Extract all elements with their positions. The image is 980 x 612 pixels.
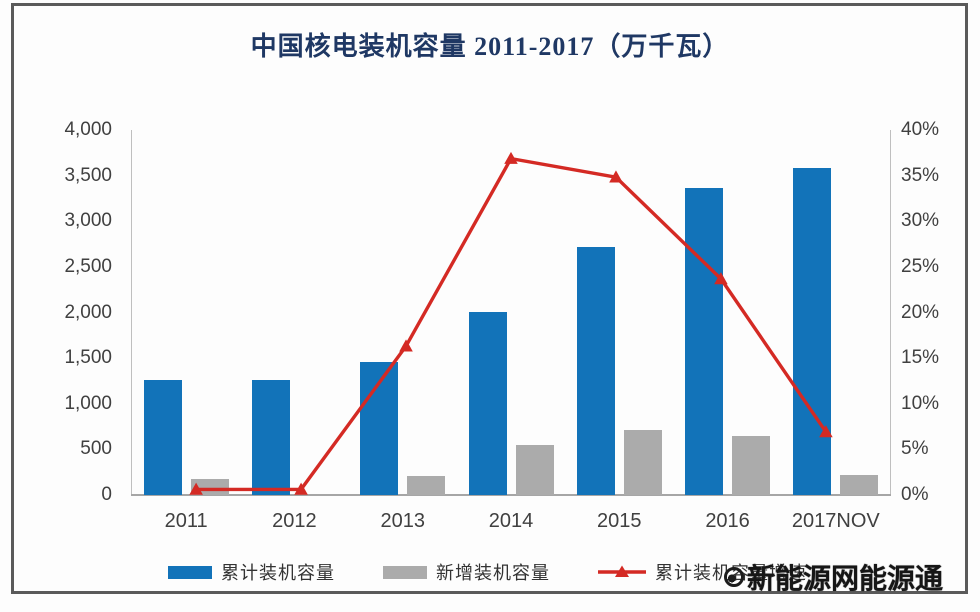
x-axis-label: 2014 (488, 510, 534, 532)
x-axis-label: 2012 (272, 510, 317, 532)
x-axis-label: 2015 (597, 510, 642, 532)
bar-new-2017NOV (840, 475, 879, 495)
left-axis-tick: 2,000 (64, 301, 112, 323)
bar-cumulative-2012 (251, 380, 290, 495)
bar-new-2014 (515, 445, 554, 495)
legend-item-new: 新增装机容量 (383, 562, 550, 583)
bar-cumulative-2015 (576, 247, 615, 495)
growth-marker-2012 (294, 482, 308, 495)
right-axis-tick: 40% (901, 119, 940, 140)
growth-marker-2017NOV (819, 425, 833, 438)
bar-new-2013 (407, 476, 446, 495)
watermark-logo-icon (724, 567, 744, 587)
legend-swatch-icon (383, 565, 427, 579)
right-axis-tick: 10% (901, 392, 940, 414)
growth-marker-2016 (714, 272, 728, 285)
left-axis-tick: 4,000 (64, 119, 112, 140)
growth-marker-2014 (504, 151, 518, 164)
growth-line (196, 156, 828, 492)
left-axis-tick: 1,500 (64, 347, 112, 369)
x-axis-line (131, 494, 891, 496)
bar-new-2016 (732, 436, 771, 495)
legend-label: 新增装机容量 (436, 563, 550, 583)
right-axis-tick: 25% (901, 255, 940, 277)
right-axis-tick: 5% (901, 438, 929, 460)
bar-cumulative-2011 (143, 380, 182, 495)
right-axis-tick: 35% (901, 164, 940, 186)
growth-line-layer (189, 151, 833, 495)
left-axis-tick: 0 (101, 484, 112, 505)
legend-label: 累计装机容量 (221, 563, 335, 583)
x-axis-label: 2011 (164, 510, 208, 532)
right-axis-tick: 15% (901, 347, 940, 369)
bar-cumulative-2014 (468, 311, 507, 495)
left-axis-tick: 3,000 (64, 210, 112, 232)
bar-cumulative-2017NOV (793, 168, 832, 495)
bar-new-2015 (623, 430, 662, 495)
left-axis-tick: 3,500 (64, 164, 112, 186)
growth-marker-2011 (189, 482, 203, 495)
left-axis-tick: 2,500 (64, 255, 112, 277)
growth-marker-2013 (399, 339, 413, 352)
watermark-text: 新能源网能源通 (747, 563, 944, 594)
x-axis-label: 2016 (705, 510, 750, 532)
x-axis-label: 2017NOV (791, 510, 880, 532)
growth-marker-2015 (609, 170, 623, 183)
chart-title: 中国核电装机容量 2011-2017（万千瓦） (250, 32, 730, 61)
left-axis-tick: 1,000 (64, 392, 112, 414)
legend-item-cumulative: 累计装机容量 (168, 562, 335, 583)
right-axis-line (890, 130, 891, 495)
right-axis-tick: 0% (901, 484, 929, 505)
legend-line-marker-icon (598, 564, 646, 580)
left-axis-line (131, 130, 132, 495)
bars-plot-area (132, 130, 890, 495)
legend-swatch-icon (168, 565, 212, 579)
watermark: 新能源网能源通 (724, 557, 943, 597)
right-axis-tick: 20% (901, 301, 940, 323)
left-axis-tick: 500 (80, 438, 112, 460)
bar-cumulative-2016 (685, 188, 724, 495)
x-axis-label: 2013 (380, 510, 425, 532)
right-axis-tick: 30% (901, 210, 940, 232)
